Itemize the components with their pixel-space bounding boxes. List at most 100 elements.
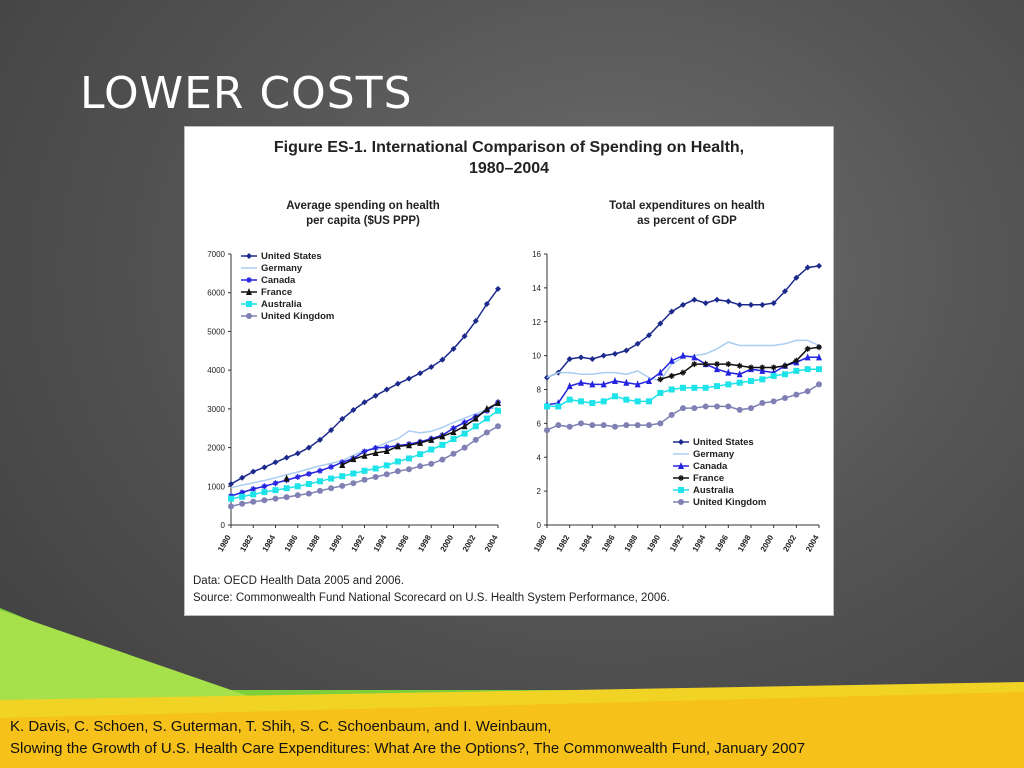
right-chart-series-united-states-point — [600, 352, 607, 359]
left-chart-series-canada-point — [328, 463, 335, 470]
right-chart-series-australia-point — [544, 403, 550, 410]
left-chart-series-australia-point — [439, 441, 446, 448]
left-chart-y-tick-label: 3000 — [207, 405, 225, 414]
right-chart-series-united-states-point — [702, 300, 709, 307]
left-chart-series-united-kingdom-point — [495, 423, 501, 430]
right-chart-series-australia-point — [680, 384, 686, 391]
left-chart-series-australia-point — [261, 489, 268, 496]
right-chart-y-tick-label: 6 — [537, 419, 542, 428]
right-chart-series-united-kingdom-point — [748, 405, 754, 412]
left-chart-series-australia-point — [483, 415, 490, 422]
left-chart-series-australia-point — [339, 473, 346, 480]
right-chart-legend-australia-marker — [678, 487, 684, 493]
left-chart-series-canada-point — [361, 448, 368, 455]
left-chart-y-tick-label: 6000 — [207, 289, 225, 298]
right-chart-x-tick-label: 1980 — [532, 533, 549, 553]
right-chart-series-australia-point — [634, 398, 641, 405]
right-chart-series-france-point — [793, 357, 800, 364]
right-chart-series-australia-point — [702, 384, 709, 391]
left-chart-series-australia-point — [472, 423, 479, 430]
left-chart-series-france-point — [472, 414, 479, 422]
right-chart-series-united-states-point — [680, 301, 686, 308]
right-chart-legend-australia-label: Australia — [693, 485, 734, 496]
right-chart-series-canada-point — [623, 378, 630, 386]
left-chart-series-united-kingdom — [228, 423, 501, 510]
right-chart-series-australia-point — [816, 366, 822, 373]
right-chart-x-tick-label: 2004 — [804, 533, 821, 553]
left-chart-series-united-kingdom-point — [428, 460, 435, 467]
left-chart-series-united-kingdom-point — [361, 476, 368, 483]
left-chart-series-australia-point — [328, 475, 335, 482]
left-chart-legend-australia-marker — [246, 301, 252, 307]
left-chart-y-tick-label: 4000 — [207, 366, 225, 375]
left-chart-series-canada-point — [294, 473, 301, 480]
right-chart-series-united-kingdom-point — [782, 394, 788, 401]
right-chart-series-canada-point — [804, 353, 811, 361]
source-note: Source: Commonwealth Fund National Score… — [193, 592, 670, 604]
left-chart-series-australia-point — [250, 491, 257, 498]
left-chart-series-australia-point — [495, 407, 501, 414]
right-chart-y-tick-label: 14 — [532, 284, 541, 293]
right-chart-series-canada-point — [612, 377, 618, 385]
left-chart-series-canada-point — [317, 467, 323, 474]
left-chart-series-australia-point — [272, 487, 279, 494]
right-chart-series-united-states-point — [634, 340, 641, 347]
right-chart-series-australia-point — [748, 378, 754, 385]
left-chart-y-tick-label: 1000 — [207, 482, 225, 491]
right-chart-series-united-kingdom-point — [578, 420, 584, 427]
right-chart-series-canada-point — [725, 368, 732, 376]
right-chart-legend-germany-label: Germany — [693, 449, 735, 460]
right-chart-series-united-states-point — [770, 300, 777, 307]
right-chart-series-canada-point — [589, 380, 596, 388]
left-chart-series-united-kingdom-point — [350, 480, 357, 487]
right-chart-series-australia-point — [566, 396, 573, 403]
left-chart-series-united-kingdom-point — [317, 487, 323, 494]
right-chart-series-united-kingdom-point — [793, 391, 800, 398]
left-chart-series-france-point — [339, 460, 346, 468]
left-chart-series-united-kingdom-line — [230, 425, 499, 508]
right-chart-series-australia-point — [555, 403, 562, 410]
left-chart: 0 1000 2000 3000 4000 5000 6000 7000 1980 1982 198… — [207, 250, 501, 553]
left-chart-series-united-states-point — [483, 300, 490, 307]
right-chart-series-france-point — [770, 364, 777, 371]
left-chart-series-canada-point — [372, 444, 379, 451]
right-chart-series-united-kingdom-point — [714, 403, 720, 410]
right-chart-series-united-kingdom-point — [634, 422, 641, 429]
right-chart-series-australia-point — [612, 393, 618, 400]
right-chart-title-line2: as percent of GDP — [637, 215, 737, 227]
left-chart-series-australia-point — [394, 458, 401, 465]
left-chart-series-australia-point — [450, 436, 457, 443]
right-chart-series-canada-point — [680, 351, 686, 359]
left-chart-series-united-states-point — [495, 285, 501, 292]
left-chart-x-tick-label: 1994 — [372, 533, 389, 553]
right-chart-series-united-states-point — [759, 301, 766, 308]
right-chart-series-united-states-point — [657, 320, 664, 327]
right-chart-series-australia-point — [725, 381, 732, 388]
left-chart-series-france-point — [394, 442, 401, 450]
left-chart-series-united-states-point — [383, 386, 390, 393]
left-chart-legend-france-marker — [246, 288, 252, 295]
left-chart-x-tick-label: 2002 — [461, 533, 478, 553]
right-chart-series-united-states-point — [612, 350, 618, 357]
right-chart-legend-united-states-label: United States — [693, 437, 754, 448]
left-chart-series-united-states-point — [239, 474, 246, 481]
left-chart-y-tick-label: 0 — [221, 521, 226, 530]
left-chart-series-united-states-point — [417, 370, 424, 377]
right-chart-series-canada-point — [634, 380, 641, 388]
left-chart-series-united-kingdom-point — [250, 498, 257, 505]
left-chart-legend-canada-marker — [246, 277, 252, 283]
left-chart-series-united-states-point — [350, 407, 357, 414]
left-chart-title-line2: per capita ($US PPP) — [306, 215, 420, 227]
left-chart-legend-australia-label: Australia — [261, 299, 302, 310]
left-chart-series-united-kingdom-point — [272, 495, 279, 502]
right-chart-series-united-kingdom-point — [759, 400, 766, 407]
right-chart-series-france-point — [804, 345, 811, 352]
right-chart-legend-united-kingdom-label: United Kingdom — [693, 497, 766, 508]
right-chart-x-tick-label: 1998 — [736, 533, 753, 553]
right-chart-series-united-kingdom-point — [600, 422, 607, 429]
right-chart-series-canada-point — [566, 382, 573, 390]
slide-title: LOWER COSTS — [80, 68, 413, 119]
right-chart-series-united-states-point — [668, 308, 675, 315]
left-chart-series-canada-point — [305, 470, 312, 477]
right-chart-title-line1: Total expenditures on health — [609, 200, 765, 212]
